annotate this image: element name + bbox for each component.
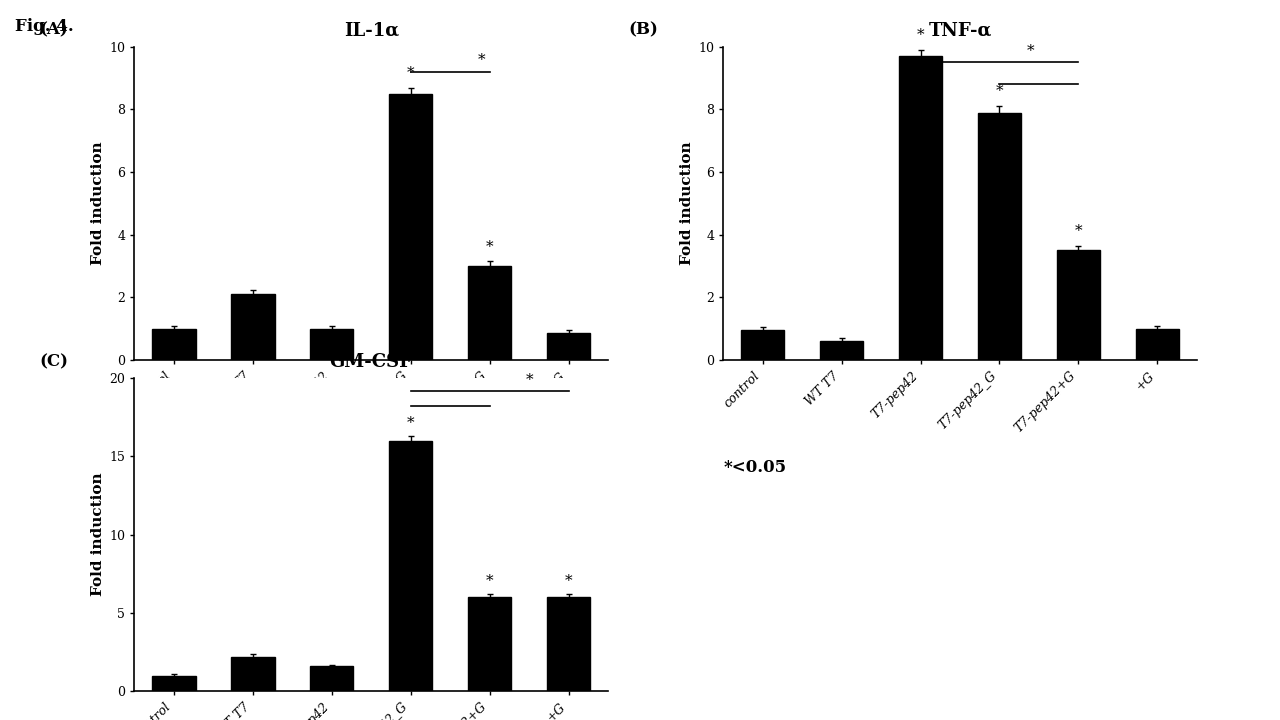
Y-axis label: Fold induction: Fold induction	[680, 142, 694, 265]
Bar	[820, 341, 863, 360]
Y-axis label: Fold induction: Fold induction	[91, 142, 105, 265]
Text: *: *	[564, 574, 572, 588]
Text: *: *	[916, 28, 924, 42]
Text: (A): (A)	[40, 22, 68, 39]
Bar	[389, 441, 433, 691]
Text: *: *	[407, 415, 415, 430]
Text: *: *	[1028, 44, 1034, 58]
Y-axis label: Fold induction: Fold induction	[91, 473, 105, 596]
Bar	[741, 330, 785, 360]
Bar	[547, 598, 590, 691]
Text: *: *	[525, 374, 532, 387]
Text: Fig. 4.: Fig. 4.	[15, 18, 74, 35]
Text: *: *	[407, 66, 415, 80]
Bar	[1057, 251, 1100, 360]
Bar	[232, 294, 274, 360]
Text: *: *	[1075, 224, 1082, 238]
Text: (C): (C)	[40, 353, 69, 370]
Text: (B): (B)	[628, 22, 658, 39]
Bar	[232, 657, 274, 691]
Text: *: *	[486, 240, 493, 253]
Title: IL-1α: IL-1α	[343, 22, 399, 40]
Text: *: *	[486, 574, 493, 588]
Bar	[310, 666, 353, 691]
Bar	[468, 266, 511, 360]
Bar	[152, 675, 196, 691]
Bar	[1135, 328, 1179, 360]
Bar	[152, 328, 196, 360]
Bar	[468, 598, 511, 691]
Bar	[389, 94, 433, 360]
Text: *: *	[477, 53, 485, 67]
Bar	[899, 56, 942, 360]
Text: *<0.05: *<0.05	[723, 459, 786, 477]
Text: *: *	[996, 84, 1004, 99]
Title: TNF-α: TNF-α	[928, 22, 992, 40]
Title: GM-CSF: GM-CSF	[330, 353, 412, 371]
Bar	[310, 328, 353, 360]
Bar	[547, 333, 590, 360]
Bar	[978, 112, 1021, 360]
